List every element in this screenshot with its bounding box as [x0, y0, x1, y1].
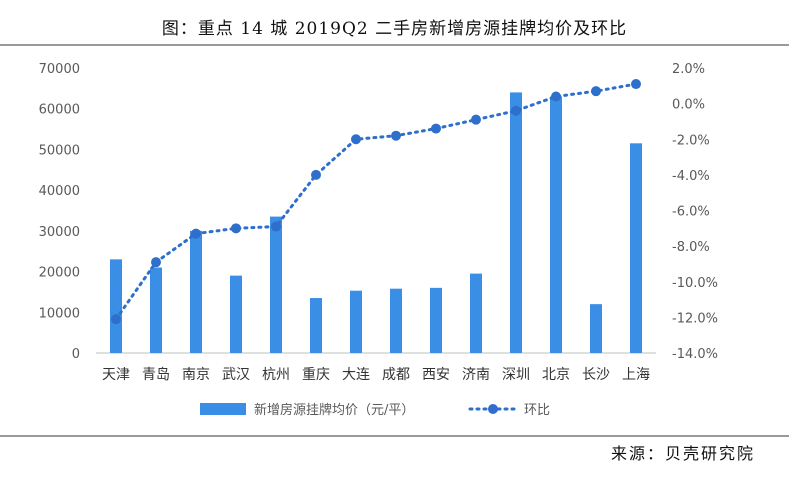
- line-point-深圳: [511, 105, 521, 116]
- right-tick-label: -14.0%: [672, 347, 718, 362]
- line-point-成都: [391, 130, 401, 141]
- right-tick-label: -2.0%: [672, 133, 710, 148]
- left-tick-label: 0: [72, 347, 80, 362]
- line-point-长沙: [591, 86, 601, 97]
- bar-南京: [190, 230, 202, 353]
- left-tick-label: 50000: [39, 143, 80, 158]
- category-label: 武汉: [222, 367, 250, 383]
- source-note: 来源：贝壳研究院: [610, 444, 755, 463]
- line-point-南京: [191, 228, 201, 239]
- category-label: 济南: [462, 367, 490, 383]
- right-axis-ticks: -14.0% -12.0% -10.0% -8.0% -6.0% -4.0% -2.0% 0.…: [672, 62, 718, 362]
- left-tick-label: 60000: [39, 103, 80, 118]
- bar-大连: [350, 290, 362, 353]
- category-label: 大连: [342, 367, 370, 383]
- legend-bar-label: 新增房源挂牌均价（元/平）: [254, 402, 414, 418]
- right-tick-label: -10.0%: [672, 276, 718, 291]
- legend-line-marker: [488, 404, 498, 414]
- bar-青岛: [150, 267, 162, 353]
- category-label: 南京: [182, 367, 210, 383]
- bar-成都: [390, 288, 402, 353]
- category-label: 青岛: [142, 367, 170, 383]
- line-point-青岛: [151, 257, 161, 268]
- left-tick-label: 30000: [39, 225, 80, 240]
- bar-武汉: [230, 275, 242, 353]
- line-point-西安: [431, 123, 441, 134]
- category-label: 上海: [622, 367, 650, 383]
- line-point-重庆: [311, 169, 321, 180]
- category-label: 长沙: [582, 367, 610, 383]
- category-label: 天津: [102, 367, 130, 383]
- line-point-天津: [111, 314, 121, 325]
- category-label: 杭州: [262, 367, 290, 383]
- bar-济南: [470, 273, 482, 353]
- left-tick-label: 40000: [39, 184, 80, 199]
- right-tick-label: -6.0%: [672, 205, 710, 220]
- bar-长沙: [590, 304, 602, 353]
- category-labels: 天津 青岛 南京 武汉 杭州 重庆 大连 成都 西安 济南 深圳 北京 长沙 上海: [102, 367, 650, 383]
- chart-svg: 0 10000 20000 30000 40000 50000 60000 70000 -14…: [39, 62, 718, 418]
- source-rule: [0, 435, 789, 437]
- bar-天津: [110, 259, 122, 353]
- line-point-上海: [631, 79, 641, 90]
- right-tick-label: -8.0%: [672, 240, 710, 255]
- bar-重庆: [310, 298, 322, 353]
- right-tick-label: -12.0%: [672, 311, 718, 326]
- category-label: 重庆: [302, 367, 330, 383]
- line-point-大连: [351, 134, 361, 145]
- bar-北京: [550, 96, 562, 353]
- line-point-杭州: [271, 221, 281, 232]
- right-tick-label: 2.0%: [672, 62, 705, 77]
- line-point-武汉: [231, 223, 241, 234]
- right-tick-label: -4.0%: [672, 169, 710, 184]
- category-label: 西安: [422, 367, 450, 383]
- line-point-北京: [551, 91, 561, 102]
- title-rule: [0, 44, 789, 46]
- legend: 新增房源挂牌均价（元/平） 环比: [200, 402, 550, 418]
- left-axis-ticks: 0 10000 20000 30000 40000 50000 60000 70000: [39, 62, 80, 362]
- bar-杭州: [270, 216, 282, 353]
- bar-上海: [630, 143, 642, 353]
- chart-title: 图：重点 14 城 2019Q2 二手房新增房源挂牌均价及环比: [161, 19, 628, 39]
- legend-bar-swatch: [200, 403, 246, 415]
- category-label: 成都: [382, 367, 410, 383]
- left-tick-label: 70000: [39, 62, 80, 77]
- left-tick-label: 20000: [39, 266, 80, 281]
- line-layer: [111, 79, 641, 325]
- bar-深圳: [510, 92, 522, 353]
- left-tick-label: 10000: [39, 306, 80, 321]
- line-point-济南: [471, 114, 481, 125]
- bar-西安: [430, 287, 442, 353]
- category-label: 北京: [542, 367, 570, 383]
- right-tick-label: 0.0%: [672, 98, 705, 113]
- category-label: 深圳: [502, 367, 530, 383]
- legend-line-label: 环比: [524, 403, 550, 418]
- line-series-path: [114, 82, 638, 321]
- bars-layer: [110, 92, 642, 353]
